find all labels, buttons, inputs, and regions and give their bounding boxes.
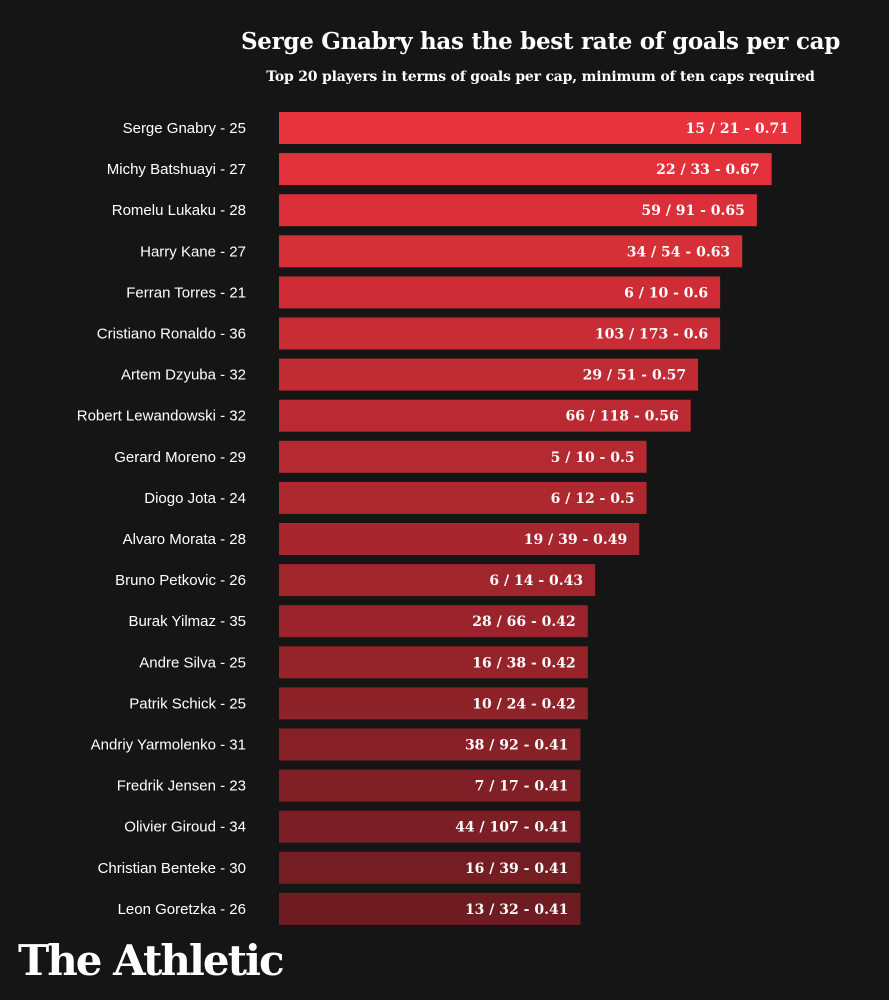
bar-7: [279, 399, 691, 432]
bar-11: [279, 564, 596, 597]
category-label-15: Andriy Yarmolenko - 31: [91, 737, 246, 754]
data-label-11: 6 / 14 - 0.43: [489, 573, 583, 589]
bar-10: [279, 523, 640, 555]
chart-title: Serge Gnabry has the best rate of goals …: [240, 28, 841, 55]
category-label-1: Michy Batshuayi - 27: [107, 161, 246, 178]
bar-12: [279, 605, 588, 638]
data-label-8: 5 / 10 - 0.5: [551, 450, 635, 466]
data-label-6: 29 / 51 - 0.57: [583, 368, 686, 384]
bar-16: [279, 769, 581, 802]
bar-chart: Serge Gnabry - 25 15 / 21 - 0.71 Michy Bat…: [77, 112, 801, 925]
category-label-3: Harry Kane - 27: [140, 243, 246, 260]
data-label-7: 66 / 118 - 0.56: [565, 409, 678, 425]
category-label-2: Romelu Lukaku - 28: [112, 202, 246, 219]
data-label-15: 38 / 92 - 0.41: [465, 738, 568, 754]
category-label-5: Cristiano Ronaldo - 36: [97, 326, 246, 343]
category-label-0: Serge Gnabry - 25: [123, 120, 246, 137]
data-label-12: 28 / 66 - 0.42: [472, 614, 575, 630]
data-label-14: 10 / 24 - 0.42: [472, 696, 575, 712]
category-label-11: Bruno Petkovic - 26: [115, 572, 246, 589]
bar-4: [279, 276, 721, 309]
data-label-0: 15 / 21 - 0.71: [686, 121, 789, 137]
bar-8: [279, 440, 647, 473]
bar-3: [279, 235, 743, 268]
data-label-4: 6 / 10 - 0.6: [624, 285, 708, 301]
bar-5: [279, 317, 721, 350]
bar-6: [279, 358, 699, 391]
bar-17: [279, 810, 581, 843]
data-label-19: 13 / 32 - 0.41: [465, 902, 568, 918]
bar-18: [279, 851, 581, 884]
category-label-16: Fredrik Jensen - 23: [117, 778, 246, 795]
category-label-7: Robert Lewandowski - 32: [77, 408, 246, 425]
category-label-14: Patrik Schick - 25: [129, 695, 246, 712]
data-label-2: 59 / 91 - 0.65: [641, 203, 744, 219]
data-label-1: 22 / 33 - 0.67: [656, 162, 759, 178]
the-athletic-logo: The Athletic: [18, 936, 285, 985]
bar-19: [279, 892, 581, 925]
bar-15: [279, 728, 581, 761]
category-label-19: Leon Goretzka - 26: [118, 901, 246, 918]
category-label-9: Diogo Jota - 24: [144, 490, 246, 507]
bar-1: [279, 153, 772, 186]
category-label-13: Andre Silva - 25: [139, 654, 246, 671]
data-label-16: 7 / 17 - 0.41: [475, 779, 569, 795]
bar-13: [279, 646, 588, 679]
data-label-5: 103 / 173 - 0.6: [595, 327, 708, 343]
category-label-18: Christian Benteke - 30: [98, 860, 246, 877]
data-label-13: 16 / 38 - 0.42: [472, 655, 575, 671]
bar-2: [279, 194, 757, 227]
chart-subtitle: Top 20 players in terms of goals per cap…: [266, 69, 815, 85]
data-label-18: 16 / 39 - 0.41: [465, 861, 568, 877]
category-label-17: Olivier Giroud - 34: [124, 819, 246, 836]
category-label-12: Burak Yilmaz - 35: [128, 613, 246, 630]
bar-9: [279, 481, 647, 514]
category-label-10: Alvaro Morata - 28: [123, 531, 246, 548]
data-label-10: 19 / 39 - 0.49: [524, 532, 627, 548]
bar-14: [279, 687, 588, 720]
bar-0: [279, 112, 801, 144]
category-label-8: Gerard Moreno - 29: [114, 449, 246, 466]
data-label-17: 44 / 107 - 0.41: [455, 820, 568, 836]
category-label-6: Artem Dzyuba - 32: [121, 367, 246, 384]
data-label-3: 34 / 54 - 0.63: [627, 244, 730, 260]
data-label-9: 6 / 12 - 0.5: [551, 491, 635, 507]
category-label-4: Ferran Torres - 21: [126, 284, 246, 301]
